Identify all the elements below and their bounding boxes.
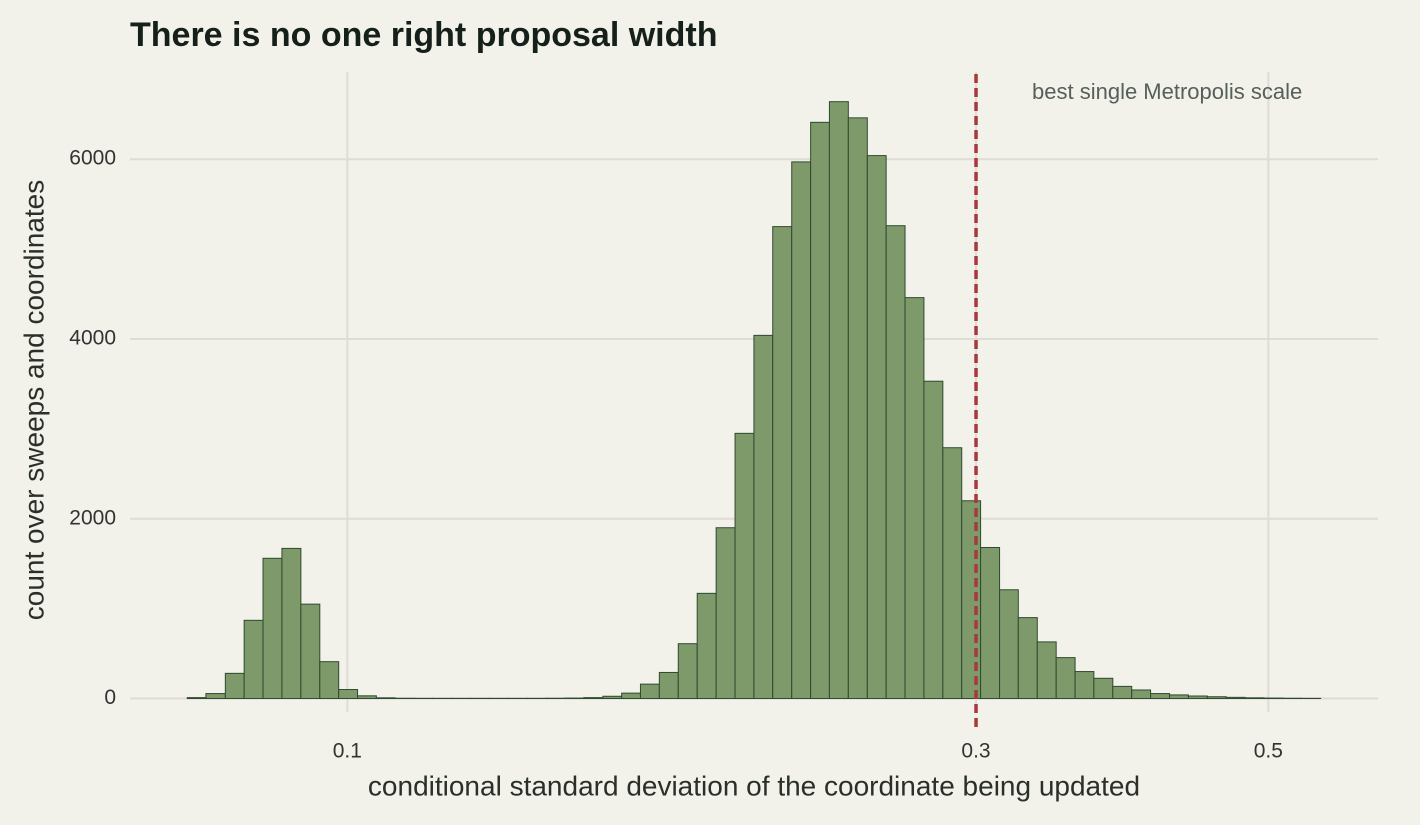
bar — [1187, 695, 1208, 700]
bar — [696, 592, 717, 700]
bar — [300, 603, 321, 700]
bar — [224, 672, 245, 700]
y-tick-label: 2000 — [69, 506, 116, 529]
bar — [281, 547, 302, 700]
bar — [1093, 677, 1114, 700]
bar — [1206, 696, 1227, 700]
bar — [243, 619, 264, 700]
bar — [942, 447, 963, 700]
bar — [810, 121, 830, 700]
x-tick-label: 0.5 — [1254, 740, 1283, 763]
bar — [885, 225, 906, 700]
bar — [1169, 694, 1189, 700]
bar — [1036, 641, 1057, 700]
bar — [847, 117, 868, 700]
x-tick-label: 0.1 — [333, 740, 362, 763]
bar — [734, 432, 755, 700]
y-tick-label: 0 — [104, 686, 116, 709]
bar — [1244, 697, 1265, 700]
bar — [205, 693, 226, 700]
bar — [658, 671, 679, 700]
bar — [338, 689, 359, 700]
bar — [602, 695, 623, 700]
bar — [319, 661, 340, 700]
bar — [583, 697, 604, 700]
bar — [1225, 696, 1246, 700]
bar — [999, 589, 1019, 700]
bar — [639, 683, 660, 700]
bar — [791, 161, 812, 700]
bar — [980, 547, 1001, 700]
bar — [375, 697, 396, 700]
bar — [772, 226, 793, 700]
x-axis-label: conditional standard deviation of the co… — [368, 770, 1140, 801]
y-axis-label: count over sweeps and coordinates — [18, 180, 49, 621]
bar — [1017, 617, 1038, 700]
bar — [923, 380, 944, 700]
bar — [1074, 671, 1095, 700]
bar — [1055, 657, 1076, 700]
annotation: best single Metropolis scale — [1032, 79, 1302, 104]
chart-title: There is no one right proposal width — [130, 16, 717, 54]
bar — [904, 297, 925, 700]
bar — [1131, 689, 1152, 700]
bar — [262, 557, 283, 700]
bar — [866, 155, 887, 700]
bar — [828, 101, 849, 700]
bar — [715, 527, 736, 700]
bar — [1112, 685, 1133, 700]
bar — [621, 692, 641, 700]
bar — [677, 643, 698, 700]
y-tick-label: 4000 — [69, 327, 116, 350]
bar — [357, 695, 377, 700]
bar — [1150, 693, 1171, 700]
y-tick-label: 6000 — [69, 147, 116, 170]
bar — [186, 697, 207, 700]
x-tick-label: 0.3 — [961, 740, 990, 763]
bar — [753, 334, 774, 700]
